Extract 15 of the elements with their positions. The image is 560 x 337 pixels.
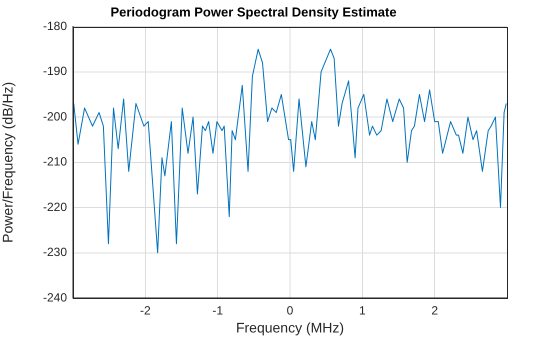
x-tick-label: -1 xyxy=(212,304,224,318)
x-axis-title: Frequency (MHz) xyxy=(236,319,344,336)
y-axis-title: Power/Frequency (dB/Hz) xyxy=(0,82,16,243)
y-tick-label: -200 xyxy=(42,109,68,124)
x-tick-label: 2 xyxy=(431,304,438,318)
y-tick-label: -180 xyxy=(42,18,68,33)
x-tick-label: -2 xyxy=(140,304,151,318)
x-tick-label: 0 xyxy=(286,304,294,318)
x-tick-label: 1 xyxy=(358,304,366,318)
y-tick-label: -190 xyxy=(42,64,68,78)
y-tick-label: -210 xyxy=(42,154,68,169)
y-tick-label: -240 xyxy=(42,290,68,304)
y-tick-label: -220 xyxy=(42,200,68,214)
chart-title: Periodogram Power Spectral Density Estimate xyxy=(110,4,397,20)
y-tick-label: -230 xyxy=(42,245,68,260)
